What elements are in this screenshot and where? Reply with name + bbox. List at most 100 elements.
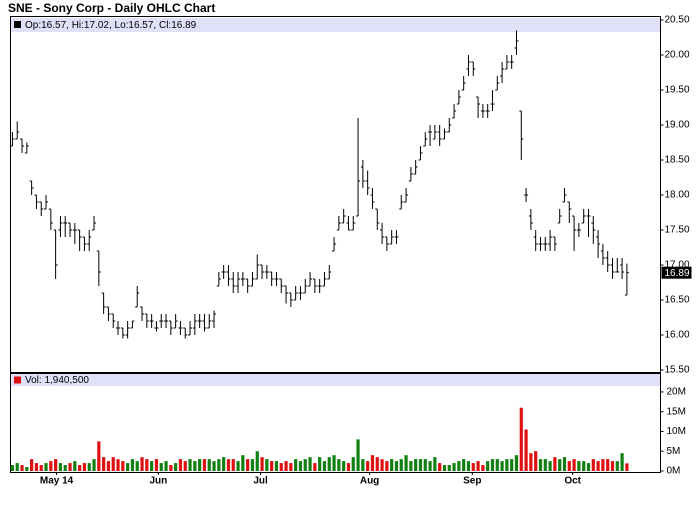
price-legend-band [11, 18, 660, 32]
volume-bar [615, 461, 619, 471]
volume-bar [126, 463, 130, 471]
y-tick-label: 16.50 [665, 295, 690, 306]
volume-bar [510, 459, 514, 471]
volume-bar [577, 461, 581, 471]
volume-bar [495, 459, 499, 471]
volume-bar [92, 459, 96, 471]
volume-bar [514, 455, 519, 471]
volume-bar [486, 461, 490, 471]
volume-bar [150, 461, 154, 471]
volume-bar [591, 459, 595, 471]
volume-bar [332, 455, 336, 471]
volume-bar [418, 459, 423, 471]
volume-bar [102, 457, 106, 471]
volume-bar [447, 465, 451, 471]
volume-bar [380, 459, 384, 471]
volume-bar [255, 451, 259, 471]
volume-bar [620, 453, 624, 471]
price-legend-icon [14, 21, 21, 28]
volume-bar [73, 461, 77, 471]
volume-bar [222, 457, 226, 471]
volume-bar [481, 465, 485, 471]
volume-bar [356, 439, 360, 471]
volume-bar [558, 459, 562, 471]
volume-bar [111, 457, 115, 471]
volume-bar [154, 459, 159, 471]
volume-bar [294, 459, 298, 471]
y2-tick-label: 5M [667, 446, 681, 457]
volume-bar [226, 459, 231, 471]
y2-tick-label: 0M [667, 466, 681, 477]
volume-bar [466, 461, 471, 471]
volume-bar [34, 463, 39, 471]
volume-bar [241, 455, 245, 471]
volume-bar [58, 463, 63, 471]
volume-bar [303, 459, 307, 471]
volume-bar [366, 461, 370, 471]
volume-bar [342, 461, 346, 471]
y-tick-label: 18.00 [665, 190, 690, 201]
price-legend: Op:16.57, Hi:17.02, Lo:16.57, Cl:16.89 [25, 20, 197, 31]
last-price-box [661, 266, 692, 279]
x-tick-label: Sep [463, 476, 481, 487]
volume-bar [231, 459, 235, 471]
volume-bar [207, 459, 211, 471]
volume-bar [270, 461, 274, 471]
volume-bar [10, 465, 15, 471]
volume-bar [390, 459, 394, 471]
volume-bar [63, 465, 67, 471]
y-tick-label: 20.50 [665, 15, 690, 26]
volume-bar [433, 457, 437, 471]
volume-bar [500, 461, 504, 471]
volume-bar [54, 459, 58, 471]
volume-bar [519, 407, 523, 471]
volume-bar [351, 457, 355, 471]
price-panel [10, 16, 661, 373]
volume-bar [524, 429, 528, 471]
volume-bar [49, 461, 53, 471]
volume-bar [534, 451, 538, 471]
volume-bar [562, 457, 567, 471]
y2-tick-label: 20M [667, 387, 686, 398]
volume-bar [423, 459, 427, 471]
volume-bar [399, 459, 403, 471]
volume-bar [260, 457, 264, 471]
x-tick-label: Jun [149, 476, 167, 487]
volume-bar [164, 461, 168, 471]
volume-bar [394, 461, 399, 471]
volume-bar [274, 461, 279, 471]
volume-bar [505, 459, 509, 471]
volume-bar [346, 463, 351, 471]
volume-bar [318, 457, 322, 471]
volume-bar [202, 459, 207, 471]
volume-bar [135, 461, 139, 471]
volume-bar [370, 455, 375, 471]
y-tick-label: 19.00 [665, 120, 690, 131]
last-price-label: 16.89 [665, 268, 690, 279]
volume-bar [289, 463, 293, 471]
volume-bar [476, 461, 480, 471]
volume-bar [140, 457, 144, 471]
volume-bar [82, 463, 87, 471]
volume-bar [625, 463, 629, 471]
volume-bar [529, 453, 533, 471]
volume-bar [457, 461, 461, 471]
volume-bar [414, 459, 418, 471]
volume-bar [217, 459, 221, 471]
volume-bar [606, 459, 610, 471]
y-tick-label: 20.00 [665, 50, 690, 61]
y-tick-label: 17.50 [665, 225, 690, 236]
volume-bar [438, 463, 442, 471]
volume-bar [462, 459, 466, 471]
volume-bar [361, 459, 365, 471]
volume-bar [572, 459, 576, 471]
volume-bar [246, 459, 250, 471]
volume-bar [385, 461, 389, 471]
volume-bar [322, 461, 327, 471]
volume-bar [68, 463, 72, 471]
volume-bar [610, 461, 615, 471]
volume-bar [567, 461, 571, 471]
volume-bar [313, 463, 317, 471]
volume-bar [327, 457, 331, 471]
